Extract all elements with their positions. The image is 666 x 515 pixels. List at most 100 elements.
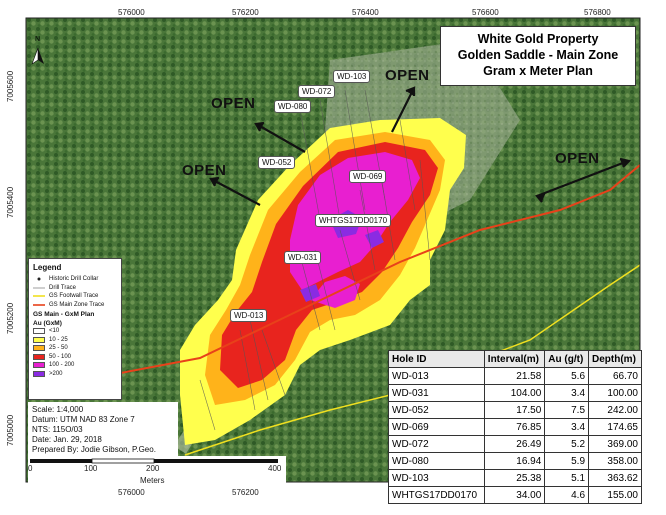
scale-label: 400 xyxy=(268,464,282,473)
table-cell: 26.49 xyxy=(483,435,546,453)
table-cell: WD-031 xyxy=(388,384,485,402)
legend-title: Legend xyxy=(33,263,62,272)
legend-class-label: 10 - 25 xyxy=(49,336,68,343)
hole-label-wd-069: WD-069 xyxy=(349,170,387,183)
table-row: WD-013 21.58 5.6 66.70 xyxy=(388,367,642,385)
legend-plan-title: GS Main - GxM Plan xyxy=(33,311,95,318)
legend-classes: <10 10 - 25 25 - 50 50 - 100 100 - 200 >200 xyxy=(33,327,117,378)
table-cell: 21.58 xyxy=(483,367,546,385)
table-cell: 16.94 xyxy=(483,452,546,470)
table-cell: 155.00 xyxy=(588,486,642,504)
y-tick-left: 7005000 xyxy=(6,414,15,446)
legend-class: 50 - 100 xyxy=(33,353,117,362)
legend-class-label: 25 - 50 xyxy=(49,345,68,352)
x-tick-top: 576200 xyxy=(232,8,259,17)
legend-item-drill-trace: Drill Trace xyxy=(33,284,117,293)
north-arrow-icon xyxy=(31,47,44,65)
info-datum: Datum: UTM NAD 83 Zone 7 xyxy=(32,415,135,424)
table-body: WD-013 21.58 5.6 66.70 WD-031 104.00 3.4 100.00… xyxy=(388,367,642,504)
table-cell: 3.4 xyxy=(544,384,590,402)
table-cell: 4.6 xyxy=(544,486,590,504)
scale-bar: 0 100 200 400 Meters xyxy=(28,456,286,486)
table-cell: 5.2 xyxy=(544,435,590,453)
table-cell: 100.00 xyxy=(588,384,642,402)
table-row: WD-072 26.49 5.2 369.00 xyxy=(388,435,642,453)
legend: Legend Historic Drill Collar Drill Trace… xyxy=(28,258,122,400)
title-line-3: Gram x Meter Plan xyxy=(483,64,593,78)
collar-icon xyxy=(33,276,45,282)
title-line-1: White Gold Property xyxy=(477,32,599,46)
main-zone-trace-icon xyxy=(33,302,45,308)
north-label: N xyxy=(35,36,41,43)
legend-class: 25 - 50 xyxy=(33,344,117,353)
hole-label-wd-072: WD-072 xyxy=(298,85,336,98)
y-tick-left: 7005200 xyxy=(6,302,15,334)
table-cell: 76.85 xyxy=(483,418,546,436)
legend-class: >200 xyxy=(33,370,117,379)
info-scale: Scale: 1:4,000 xyxy=(32,405,84,414)
open-label: OPEN xyxy=(211,95,256,112)
gs-main-zone-trace xyxy=(109,164,641,376)
hole-label-whtgs17dd0170: WHTGS17DD0170 xyxy=(315,214,392,227)
open-arrows xyxy=(209,86,632,206)
legend-item-collar: Historic Drill Collar xyxy=(33,275,117,284)
table-cell: 25.38 xyxy=(483,469,546,487)
x-tick-top: 576800 xyxy=(584,8,611,17)
table-cell: 174.65 xyxy=(588,418,642,436)
hole-label-wd-013: WD-013 xyxy=(230,309,268,322)
map-title-box: White Gold Property Golden Saddle - Main… xyxy=(440,26,636,86)
title-line-2: Golden Saddle - Main Zone xyxy=(457,48,619,62)
col-depth: Depth(m) xyxy=(588,350,642,368)
legend-swatch xyxy=(33,345,45,352)
legend-swatch xyxy=(33,328,45,335)
table-cell: WD-103 xyxy=(388,469,485,487)
y-tick-left: 7005400 xyxy=(6,186,15,218)
hole-label-wd-052: WD-052 xyxy=(258,156,296,169)
table-cell: WD-080 xyxy=(388,452,485,470)
legend-class-label: >200 xyxy=(49,370,63,377)
info-nts: NTS: 115O/03 xyxy=(32,425,83,434)
table-cell: WD-052 xyxy=(388,401,485,419)
scale-label: 200 xyxy=(146,464,160,473)
assay-table: Hole ID Interval(m) Au (g/t) Depth(m) WD… xyxy=(388,350,642,504)
legend-swatch xyxy=(33,370,45,377)
footwall-trace-icon xyxy=(33,293,45,299)
table-header-row: Hole ID Interval(m) Au (g/t) Depth(m) xyxy=(388,350,642,368)
table-cell: 358.00 xyxy=(588,452,642,470)
hole-label-wd-031: WD-031 xyxy=(284,251,322,264)
table-cell: WD-072 xyxy=(388,435,485,453)
hole-label-wd-103: WD-103 xyxy=(333,70,371,83)
table-cell: WD-013 xyxy=(388,367,485,385)
legend-swatch xyxy=(33,353,45,360)
scale-label: 100 xyxy=(84,464,98,473)
table-row: WD-052 17.50 7.5 242.00 xyxy=(388,401,642,419)
open-label: OPEN xyxy=(182,162,227,179)
y-tick-left: 7005600 xyxy=(6,70,15,102)
legend-swatch xyxy=(33,336,45,343)
open-label: OPEN xyxy=(385,67,430,84)
col-au: Au (g/t) xyxy=(544,350,590,368)
table-cell: 7.5 xyxy=(544,401,590,419)
table-row: WD-069 76.85 3.4 174.65 xyxy=(388,418,642,436)
hole-label-wd-080: WD-080 xyxy=(274,100,312,113)
x-tick-top: 576000 xyxy=(118,8,145,17)
col-interval: Interval(m) xyxy=(483,350,546,368)
table-cell: 242.00 xyxy=(588,401,642,419)
col-hole-id: Hole ID xyxy=(388,350,485,368)
table-cell: 5.1 xyxy=(544,469,590,487)
table-cell: 3.4 xyxy=(544,418,590,436)
legend-item-footwall: GS Footwall Trace xyxy=(33,292,117,301)
drill-trace-icon xyxy=(33,285,45,291)
legend-class-label: 100 - 200 xyxy=(49,362,75,369)
x-tick-top: 576600 xyxy=(472,8,499,17)
table-cell: 369.00 xyxy=(588,435,642,453)
map-info: Scale: 1:4,000 Datum: UTM NAD 83 Zone 7 … xyxy=(28,402,178,460)
table-cell: 66.70 xyxy=(588,367,642,385)
legend-item-main-zone: GS Main Zone Trace xyxy=(33,301,117,310)
scale-label: 0 xyxy=(28,464,33,473)
legend-class: <10 xyxy=(33,327,117,336)
legend-class-label: 50 - 100 xyxy=(49,353,72,360)
legend-swatch xyxy=(33,362,45,369)
table-cell: 5.9 xyxy=(544,452,590,470)
